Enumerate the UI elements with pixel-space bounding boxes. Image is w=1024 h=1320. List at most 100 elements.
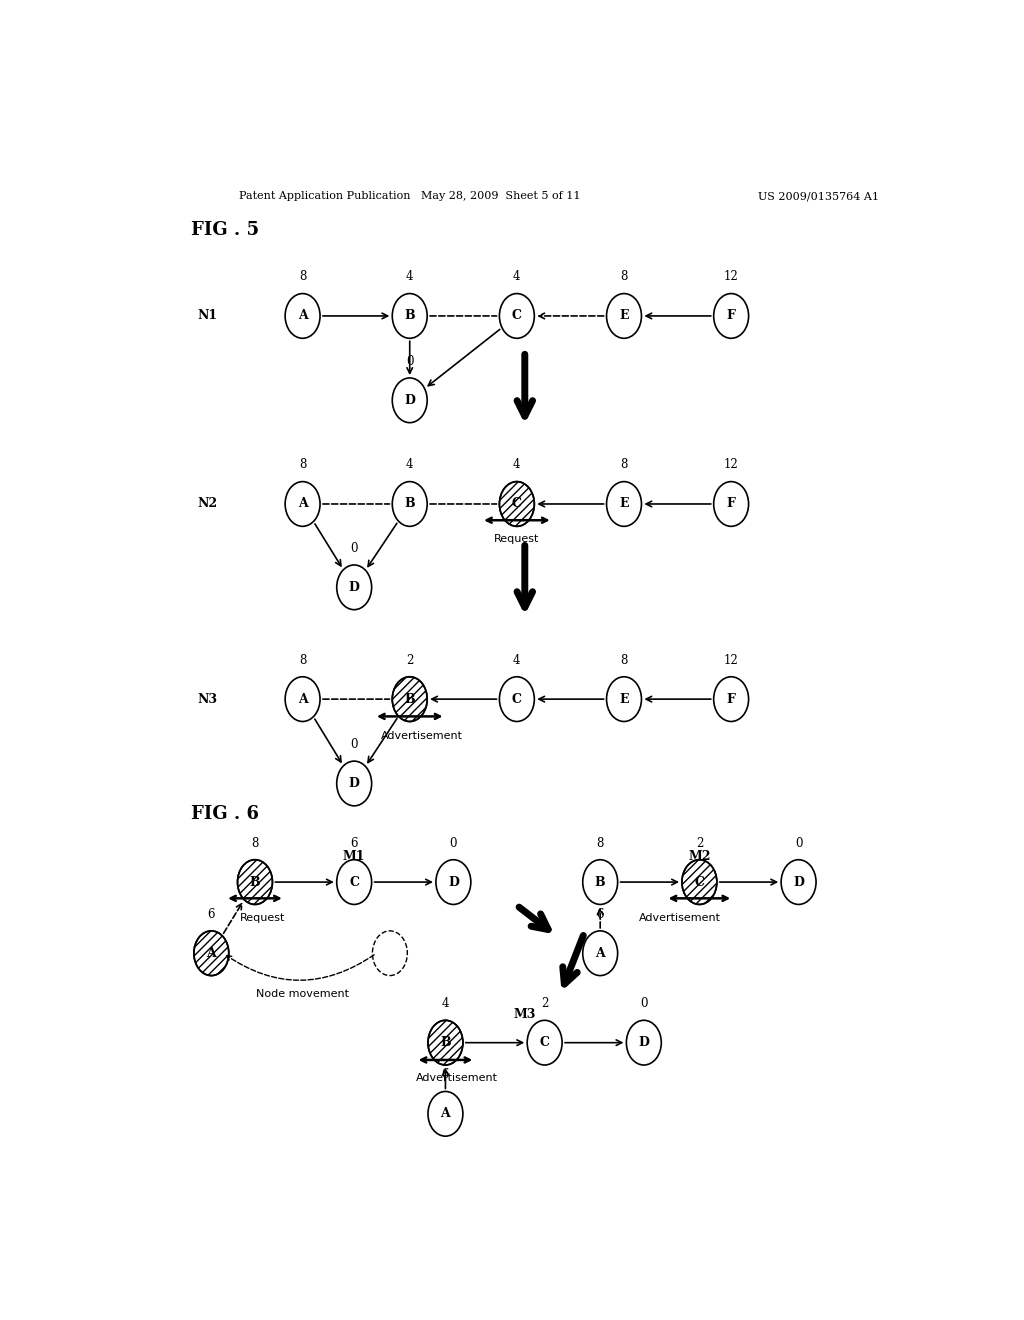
Text: 8: 8 <box>299 271 306 284</box>
Text: C: C <box>349 875 359 888</box>
Circle shape <box>606 293 641 338</box>
Text: 8: 8 <box>299 458 306 471</box>
Text: Request: Request <box>495 535 540 544</box>
Circle shape <box>285 293 321 338</box>
Text: A: A <box>298 693 307 706</box>
Circle shape <box>606 482 641 527</box>
Text: Advertisement: Advertisement <box>639 912 721 923</box>
Text: F: F <box>727 309 735 322</box>
Text: B: B <box>404 693 415 706</box>
Text: B: B <box>250 875 260 888</box>
Circle shape <box>392 293 427 338</box>
Circle shape <box>428 1020 463 1065</box>
Text: B: B <box>440 1036 451 1049</box>
Text: 4: 4 <box>513 653 520 667</box>
Text: 4: 4 <box>406 458 414 471</box>
Text: 0: 0 <box>795 837 803 850</box>
Text: A: A <box>298 498 307 511</box>
Text: 12: 12 <box>724 653 738 667</box>
Text: 4: 4 <box>513 271 520 284</box>
Circle shape <box>392 677 427 722</box>
Text: 0: 0 <box>350 541 358 554</box>
Circle shape <box>392 482 427 527</box>
Text: N3: N3 <box>198 693 217 706</box>
Circle shape <box>337 762 372 805</box>
Text: 6: 6 <box>350 837 358 850</box>
Text: 6: 6 <box>208 908 215 921</box>
Text: 12: 12 <box>724 458 738 471</box>
Text: D: D <box>349 777 359 789</box>
Text: Node movement: Node movement <box>256 989 349 999</box>
Circle shape <box>500 482 535 527</box>
Text: C: C <box>540 1036 550 1049</box>
Circle shape <box>606 677 641 722</box>
Circle shape <box>781 859 816 904</box>
Text: D: D <box>349 581 359 594</box>
Text: 8: 8 <box>251 837 259 850</box>
Text: M3: M3 <box>514 1007 536 1020</box>
Text: 4: 4 <box>441 997 450 1010</box>
Text: A: A <box>298 309 307 322</box>
Text: US 2009/0135764 A1: US 2009/0135764 A1 <box>758 191 879 201</box>
Text: FIG . 6: FIG . 6 <box>191 805 259 822</box>
Text: D: D <box>447 875 459 888</box>
Text: 0: 0 <box>350 738 358 751</box>
Text: B: B <box>404 498 415 511</box>
Text: Patent Application Publication: Patent Application Publication <box>240 191 411 201</box>
Circle shape <box>714 677 749 722</box>
Circle shape <box>500 677 535 722</box>
Circle shape <box>583 859 617 904</box>
Circle shape <box>627 1020 662 1065</box>
Text: D: D <box>404 393 415 407</box>
Text: E: E <box>620 309 629 322</box>
Text: 0: 0 <box>406 355 414 368</box>
Text: C: C <box>694 875 705 888</box>
Text: F: F <box>727 693 735 706</box>
Text: E: E <box>620 498 629 511</box>
Text: E: E <box>620 693 629 706</box>
Circle shape <box>527 1020 562 1065</box>
Text: 0: 0 <box>450 837 457 850</box>
Text: 0: 0 <box>640 997 647 1010</box>
Text: N2: N2 <box>198 498 217 511</box>
Circle shape <box>714 293 749 338</box>
Text: B: B <box>595 875 605 888</box>
Circle shape <box>238 859 272 904</box>
Text: 2: 2 <box>695 837 703 850</box>
Text: M1: M1 <box>343 850 366 863</box>
Circle shape <box>714 482 749 527</box>
Text: 8: 8 <box>299 653 306 667</box>
Text: A: A <box>207 946 216 960</box>
Text: A: A <box>595 946 605 960</box>
Text: 2: 2 <box>541 997 548 1010</box>
Text: 4: 4 <box>513 458 520 471</box>
Text: 8: 8 <box>621 271 628 284</box>
Text: Advertisement: Advertisement <box>417 1073 499 1084</box>
Text: D: D <box>794 875 804 888</box>
Text: May 28, 2009  Sheet 5 of 11: May 28, 2009 Sheet 5 of 11 <box>421 191 581 201</box>
Circle shape <box>500 293 535 338</box>
Text: D: D <box>638 1036 649 1049</box>
Text: N1: N1 <box>198 309 217 322</box>
Text: C: C <box>512 498 522 511</box>
Circle shape <box>285 677 321 722</box>
Text: 12: 12 <box>724 271 738 284</box>
Circle shape <box>392 378 427 422</box>
Circle shape <box>337 859 372 904</box>
Text: 2: 2 <box>407 653 414 667</box>
Circle shape <box>337 565 372 610</box>
Text: FIG . 5: FIG . 5 <box>191 220 260 239</box>
Text: B: B <box>404 309 415 322</box>
Text: Request: Request <box>241 912 286 923</box>
Text: 8: 8 <box>621 458 628 471</box>
Text: Advertisement: Advertisement <box>381 731 463 741</box>
Text: A: A <box>440 1107 451 1121</box>
Text: 8: 8 <box>597 837 604 850</box>
Circle shape <box>194 931 228 975</box>
Text: 4: 4 <box>406 271 414 284</box>
Circle shape <box>436 859 471 904</box>
Text: C: C <box>512 309 522 322</box>
Circle shape <box>285 482 321 527</box>
Circle shape <box>583 931 617 975</box>
Text: 6: 6 <box>441 1068 450 1081</box>
